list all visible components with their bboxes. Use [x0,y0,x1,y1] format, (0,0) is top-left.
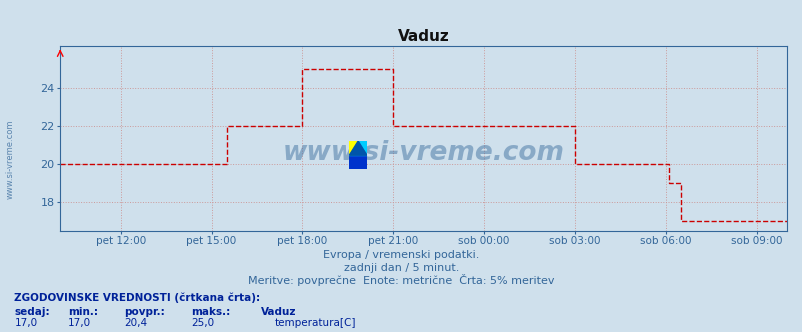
Text: 20,4: 20,4 [124,318,148,328]
Text: min.:: min.: [68,307,98,317]
Text: maks.:: maks.: [191,307,230,317]
Text: Vaduz: Vaduz [261,307,296,317]
Text: temperatura[C]: temperatura[C] [274,318,355,328]
Text: 17,0: 17,0 [68,318,91,328]
Polygon shape [349,141,367,155]
Text: Evropa / vremenski podatki.: Evropa / vremenski podatki. [323,250,479,260]
Text: 25,0: 25,0 [191,318,214,328]
Text: zadnji dan / 5 minut.: zadnji dan / 5 minut. [343,263,459,273]
Text: 17,0: 17,0 [14,318,38,328]
Polygon shape [349,141,358,155]
Title: Vaduz: Vaduz [397,29,449,44]
Text: Meritve: povprečne  Enote: metrične  Črta: 5% meritev: Meritve: povprečne Enote: metrične Črta:… [248,274,554,286]
Text: ZGODOVINSKE VREDNOSTI (črtkana črta):: ZGODOVINSKE VREDNOSTI (črtkana črta): [14,292,261,303]
Polygon shape [349,141,367,155]
Text: www.si-vreme.com: www.si-vreme.com [282,140,564,166]
Text: www.si-vreme.com: www.si-vreme.com [6,120,15,199]
Text: sedaj:: sedaj: [14,307,50,317]
Bar [349,155,367,169]
Text: povpr.:: povpr.: [124,307,165,317]
